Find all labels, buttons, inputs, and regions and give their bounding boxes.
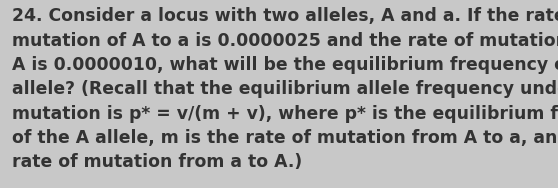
Text: 24. Consider a locus with two alleles, A and a. If the rate of
mutation of A to : 24. Consider a locus with two alleles, A… [12,7,558,171]
